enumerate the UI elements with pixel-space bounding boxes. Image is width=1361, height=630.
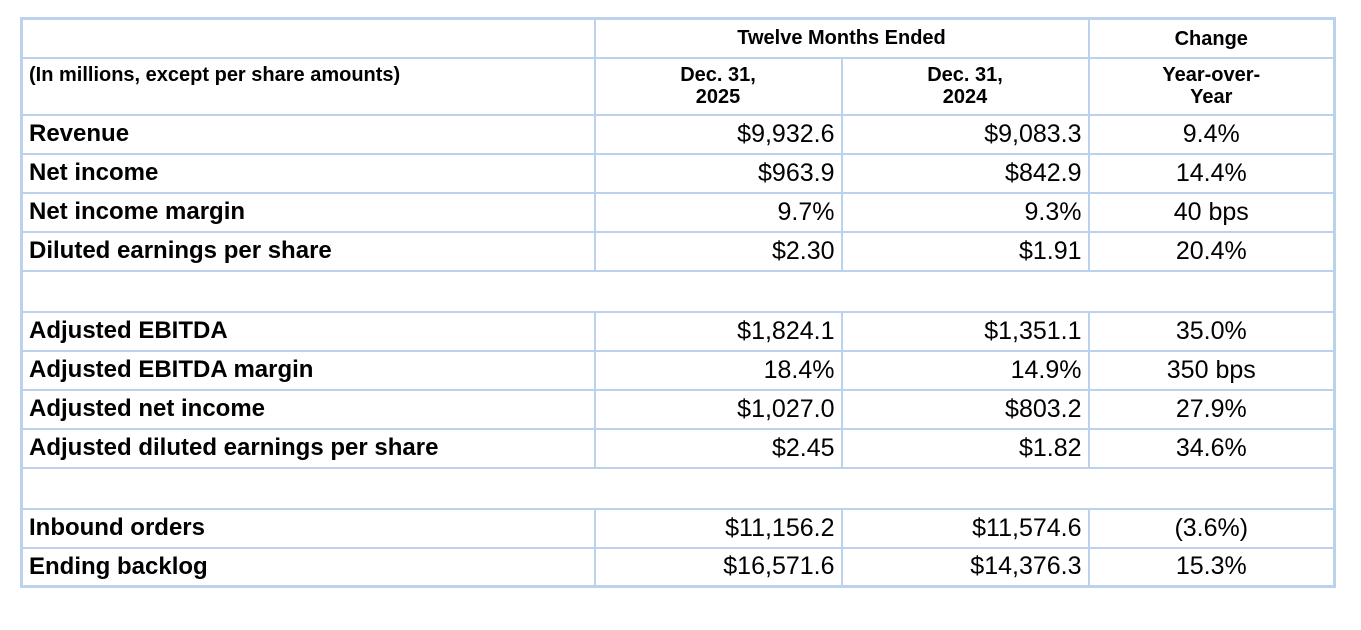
value-2025: $2.30 xyxy=(593,230,843,272)
row-label: Adjusted net income xyxy=(20,388,596,430)
row-label: Adjusted EBITDA margin xyxy=(20,349,596,391)
units-note: (In millions, except per share amounts) xyxy=(20,56,596,116)
table-row: Diluted earnings per share $2.30 $1.91 20.4… xyxy=(20,230,1336,272)
financial-summary-table: Twelve Months Ended Change (In millions,… xyxy=(20,17,1337,588)
value-change: 27.9% xyxy=(1087,388,1336,430)
value-2024: 9.3% xyxy=(840,191,1090,233)
row-label: Net income xyxy=(20,152,596,194)
table-row: Net income margin 9.7% 9.3% 40 bps xyxy=(20,191,1336,233)
value-2025: $16,571.6 xyxy=(593,546,843,588)
row-label: Ending backlog xyxy=(20,546,596,588)
value-2025: 18.4% xyxy=(593,349,843,391)
value-2024: 14.9% xyxy=(840,349,1090,391)
table-body: Revenue $9,932.6 $9,083.3 9.4% Net income $96… xyxy=(20,113,1336,588)
value-2024: $1,351.1 xyxy=(840,310,1090,352)
row-label: Adjusted diluted earnings per share xyxy=(20,427,596,469)
value-2024: $1.91 xyxy=(840,230,1090,272)
value-2025: $11,156.2 xyxy=(593,507,843,549)
column-header-year-over-year: Year-over- Year xyxy=(1087,56,1336,116)
value-2024: $842.9 xyxy=(840,152,1090,194)
table-row: Net income $963.9 $842.9 14.4% xyxy=(20,152,1336,194)
corner-cell xyxy=(20,17,596,59)
spacer-cell xyxy=(21,466,1335,510)
value-2025: $963.9 xyxy=(593,152,843,194)
row-label: Inbound orders xyxy=(20,507,596,549)
value-2025: $1,824.1 xyxy=(593,310,843,352)
table-row: Inbound orders $11,156.2 $11,574.6 (3.6%) xyxy=(20,507,1336,549)
value-change: (3.6%) xyxy=(1087,507,1336,549)
row-label: Revenue xyxy=(20,113,596,155)
value-change: 15.3% xyxy=(1087,546,1336,588)
value-2024: $1.82 xyxy=(840,427,1090,469)
row-label: Net income margin xyxy=(20,191,596,233)
table-row: Adjusted diluted earnings per share $2.45… xyxy=(20,427,1336,469)
column-header-2025: Dec. 31, 2025 xyxy=(593,56,843,116)
column-header-2024: Dec. 31, 2024 xyxy=(840,56,1090,116)
table-row: Adjusted EBITDA $1,824.1 $1,351.1 35.0% xyxy=(20,310,1336,352)
value-change: 35.0% xyxy=(1087,310,1336,352)
spacer-cell xyxy=(21,269,1335,313)
value-change: 350 bps xyxy=(1087,349,1336,391)
value-change: 20.4% xyxy=(1087,230,1336,272)
header-group-row: Twelve Months Ended Change xyxy=(20,17,1336,59)
value-change: 34.6% xyxy=(1087,427,1336,469)
value-change: 40 bps xyxy=(1087,191,1336,233)
value-2025: $1,027.0 xyxy=(593,388,843,430)
table-row: Revenue $9,932.6 $9,083.3 9.4% xyxy=(20,113,1336,155)
period-group-header: Twelve Months Ended xyxy=(593,17,1090,59)
value-2024: $803.2 xyxy=(840,388,1090,430)
change-group-header: Change xyxy=(1087,17,1336,59)
table-row: Ending backlog $16,571.6 $14,376.3 15.3% xyxy=(20,546,1336,588)
value-2024: $11,574.6 xyxy=(840,507,1090,549)
row-label: Adjusted EBITDA xyxy=(20,310,596,352)
value-2025: $2.45 xyxy=(593,427,843,469)
spacer-row xyxy=(21,269,1335,313)
value-2025: 9.7% xyxy=(593,191,843,233)
value-2024: $14,376.3 xyxy=(840,546,1090,588)
header-columns-row: (In millions, except per share amounts) … xyxy=(20,56,1336,116)
spacer-row xyxy=(21,466,1335,510)
table-row: Adjusted net income $1,027.0 $803.2 27.9% xyxy=(20,388,1336,430)
value-2024: $9,083.3 xyxy=(840,113,1090,155)
value-2025: $9,932.6 xyxy=(593,113,843,155)
row-label: Diluted earnings per share xyxy=(20,230,596,272)
table-row: Adjusted EBITDA margin 18.4% 14.9% 350 bps xyxy=(20,349,1336,391)
value-change: 14.4% xyxy=(1087,152,1336,194)
value-change: 9.4% xyxy=(1087,113,1336,155)
